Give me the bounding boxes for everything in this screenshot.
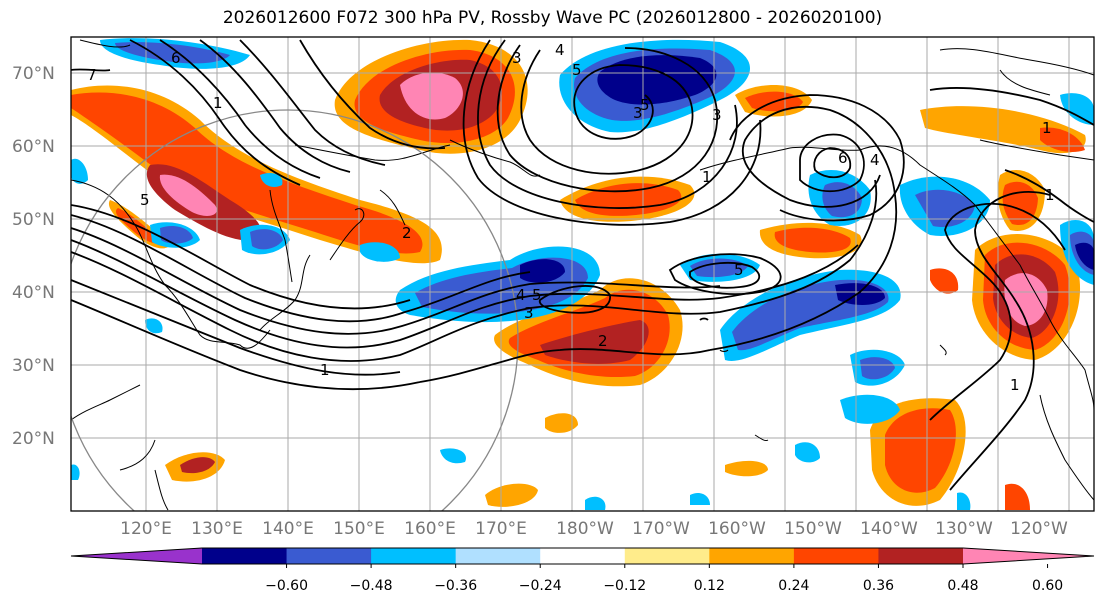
lon-label: 130°W bbox=[935, 519, 993, 539]
contour-label: 3 bbox=[512, 49, 522, 67]
range-circle bbox=[71, 109, 519, 511]
contour-label: 2 bbox=[402, 224, 412, 242]
contour-label: 7 bbox=[87, 66, 97, 84]
lon-label: 160°W bbox=[708, 519, 766, 539]
contour-label: 3 bbox=[524, 304, 534, 322]
contour-label: 1 bbox=[1010, 376, 1020, 394]
contour-label: 6 bbox=[838, 149, 848, 167]
lon-label: 130°E bbox=[191, 519, 243, 539]
colorbar-label: −0.12 bbox=[603, 578, 646, 594]
colorbar-extend-high bbox=[963, 548, 1094, 564]
colorbar-label: 0.48 bbox=[947, 578, 978, 594]
colorbar-swatch bbox=[540, 548, 626, 564]
colorbar-extend-low bbox=[71, 548, 202, 564]
lon-label: 180°W bbox=[556, 519, 614, 539]
colorbar-swatch bbox=[286, 548, 372, 564]
lon-label: 120°E bbox=[120, 519, 172, 539]
contour-label: 3 bbox=[633, 104, 643, 122]
contour-label: 5 bbox=[140, 191, 150, 209]
gridlines bbox=[71, 37, 1094, 511]
colorbar-swatch bbox=[624, 548, 710, 564]
colorbar-swatch bbox=[878, 548, 964, 564]
map-frame bbox=[70, 36, 1095, 512]
lon-label: 170°E bbox=[475, 519, 527, 539]
contour-label: 5 bbox=[572, 61, 582, 79]
contour-label: 3 bbox=[712, 106, 722, 124]
lat-label: 60°N bbox=[12, 137, 55, 157]
map-title: 2026012600 F072 300 hPa PV, Rossby Wave … bbox=[222, 8, 883, 28]
lat-label: 50°N bbox=[12, 210, 55, 230]
lon-label: 150°E bbox=[333, 519, 385, 539]
contour-label: 1 bbox=[213, 94, 223, 112]
lat-label: 40°N bbox=[12, 283, 55, 303]
longitude-labels: 120°E 130°E 140°E 150°E 160°E 170°E 180°… bbox=[120, 519, 1068, 539]
colorbar-label: −0.48 bbox=[350, 578, 393, 594]
contour-label: 5 bbox=[640, 96, 650, 114]
colorbar-label: 0.24 bbox=[778, 578, 809, 594]
lon-label: 160°E bbox=[404, 519, 456, 539]
lat-label: 20°N bbox=[12, 429, 55, 449]
latitude-labels: 70°N 60°N 50°N 40°N 30°N 20°N bbox=[12, 64, 55, 449]
colorbar-swatch bbox=[202, 548, 288, 564]
contour-label: 2 bbox=[598, 332, 608, 350]
map-plot-area: 7 6 3 4 5 3 1 6 4 5 2 1 5 4 5 3 2 1 1 1 … bbox=[71, 37, 1094, 511]
colorbar-label: −0.24 bbox=[519, 578, 562, 594]
lon-label: 140°W bbox=[860, 519, 918, 539]
contour-label: 5 bbox=[734, 261, 744, 279]
colorbar-swatch bbox=[371, 548, 457, 564]
contour-label: 1 bbox=[1045, 186, 1055, 204]
colorbar-swatch bbox=[455, 548, 541, 564]
contour-labels: 7 6 3 4 5 3 1 6 4 5 2 1 5 4 5 3 2 1 1 1 … bbox=[87, 41, 1055, 394]
lon-label: 140°E bbox=[262, 519, 314, 539]
contour-label: 1 bbox=[1042, 119, 1052, 137]
colorbar-label: 0.60 bbox=[1032, 578, 1063, 594]
pv-contours bbox=[71, 39, 1094, 491]
contour-label: 4 bbox=[870, 151, 880, 169]
colorbar-label: 0.36 bbox=[863, 578, 894, 594]
contour-label: 5 bbox=[532, 286, 542, 304]
colorbar-swatch bbox=[793, 548, 879, 564]
contour-label: 6 bbox=[171, 49, 181, 67]
lat-label: 30°N bbox=[12, 356, 55, 376]
lat-label: 70°N bbox=[12, 64, 55, 84]
contour-label: 4 bbox=[555, 41, 565, 59]
contour-label: 4 bbox=[516, 286, 526, 304]
colorbar: −0.60 −0.48 −0.36 −0.24 −0.12 0.12 0.24 0.36 0.4… bbox=[70, 547, 1095, 594]
colorbar-label: −0.36 bbox=[434, 578, 477, 594]
contour-label: 1 bbox=[320, 361, 330, 379]
colorbar-label: −0.60 bbox=[265, 578, 308, 594]
lon-label: 150°W bbox=[784, 519, 842, 539]
contour-label: 1 bbox=[702, 168, 712, 186]
positive-anomaly-shading bbox=[71, 39, 1086, 510]
colorbar-outline bbox=[70, 547, 1095, 565]
lon-label: 120°W bbox=[1010, 519, 1068, 539]
colorbar-swatch bbox=[709, 548, 795, 564]
lon-label: 170°W bbox=[632, 519, 690, 539]
colorbar-label: 0.12 bbox=[694, 578, 725, 594]
